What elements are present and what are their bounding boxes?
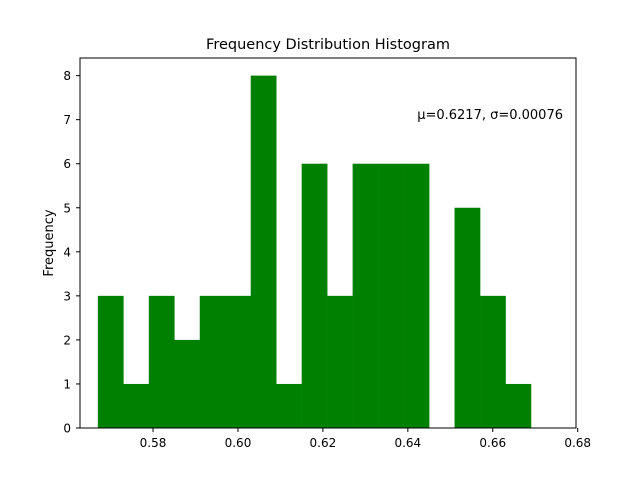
histogram-bar-12 [403, 163, 430, 428]
chart-title: Frequency Distribution Histogram [206, 37, 450, 53]
x-tick-label: 0.62 [310, 436, 337, 450]
histogram-bar-4 [199, 295, 226, 428]
y-tick-label: 1 [63, 377, 71, 391]
histogram-bar-0 [97, 295, 124, 428]
histogram-bar-14 [454, 207, 481, 428]
plot-frame [79, 57, 577, 429]
x-tick-label: 0.58 [140, 436, 167, 450]
histogram-bar-7 [276, 383, 302, 428]
histogram-bar-10 [352, 163, 379, 428]
histogram-bar-9 [327, 295, 353, 428]
stats-annotation: μ=0.6217, σ=0.00076 [417, 108, 563, 123]
y-tick-label: 3 [63, 289, 71, 303]
x-tick-label: 0.66 [479, 436, 506, 450]
histogram-bar-3 [174, 339, 201, 428]
y-axis-ticks: 0 1 2 3 4 5 6 7 8 [63, 69, 80, 436]
x-tick-label: 0.64 [394, 436, 421, 450]
x-tick-label: 0.60 [225, 436, 252, 450]
x-tick-label: 0.68 [564, 436, 591, 450]
y-tick-label: 0 [63, 422, 71, 436]
y-tick-label: 7 [63, 113, 71, 127]
y-tick-label: 8 [63, 69, 71, 83]
histogram-bar-11 [378, 163, 404, 428]
y-tick-label: 5 [63, 201, 71, 215]
histogram-bar-5 [225, 295, 252, 428]
y-tick-label: 6 [63, 157, 71, 171]
histogram-bar-1 [123, 383, 150, 428]
histogram-bar-2 [148, 295, 175, 428]
histogram-bars [97, 75, 532, 428]
histogram-bar-6 [250, 75, 277, 428]
y-tick-label: 4 [63, 245, 71, 259]
y-axis-label: Frequency [42, 209, 57, 276]
histogram-bar-16 [505, 383, 532, 428]
histogram-bar-15 [480, 295, 506, 428]
x-axis-ticks: 0.58 0.60 0.62 0.64 0.66 0.68 [140, 428, 591, 450]
y-tick-label: 2 [63, 333, 71, 347]
histogram-bar-8 [301, 163, 328, 428]
